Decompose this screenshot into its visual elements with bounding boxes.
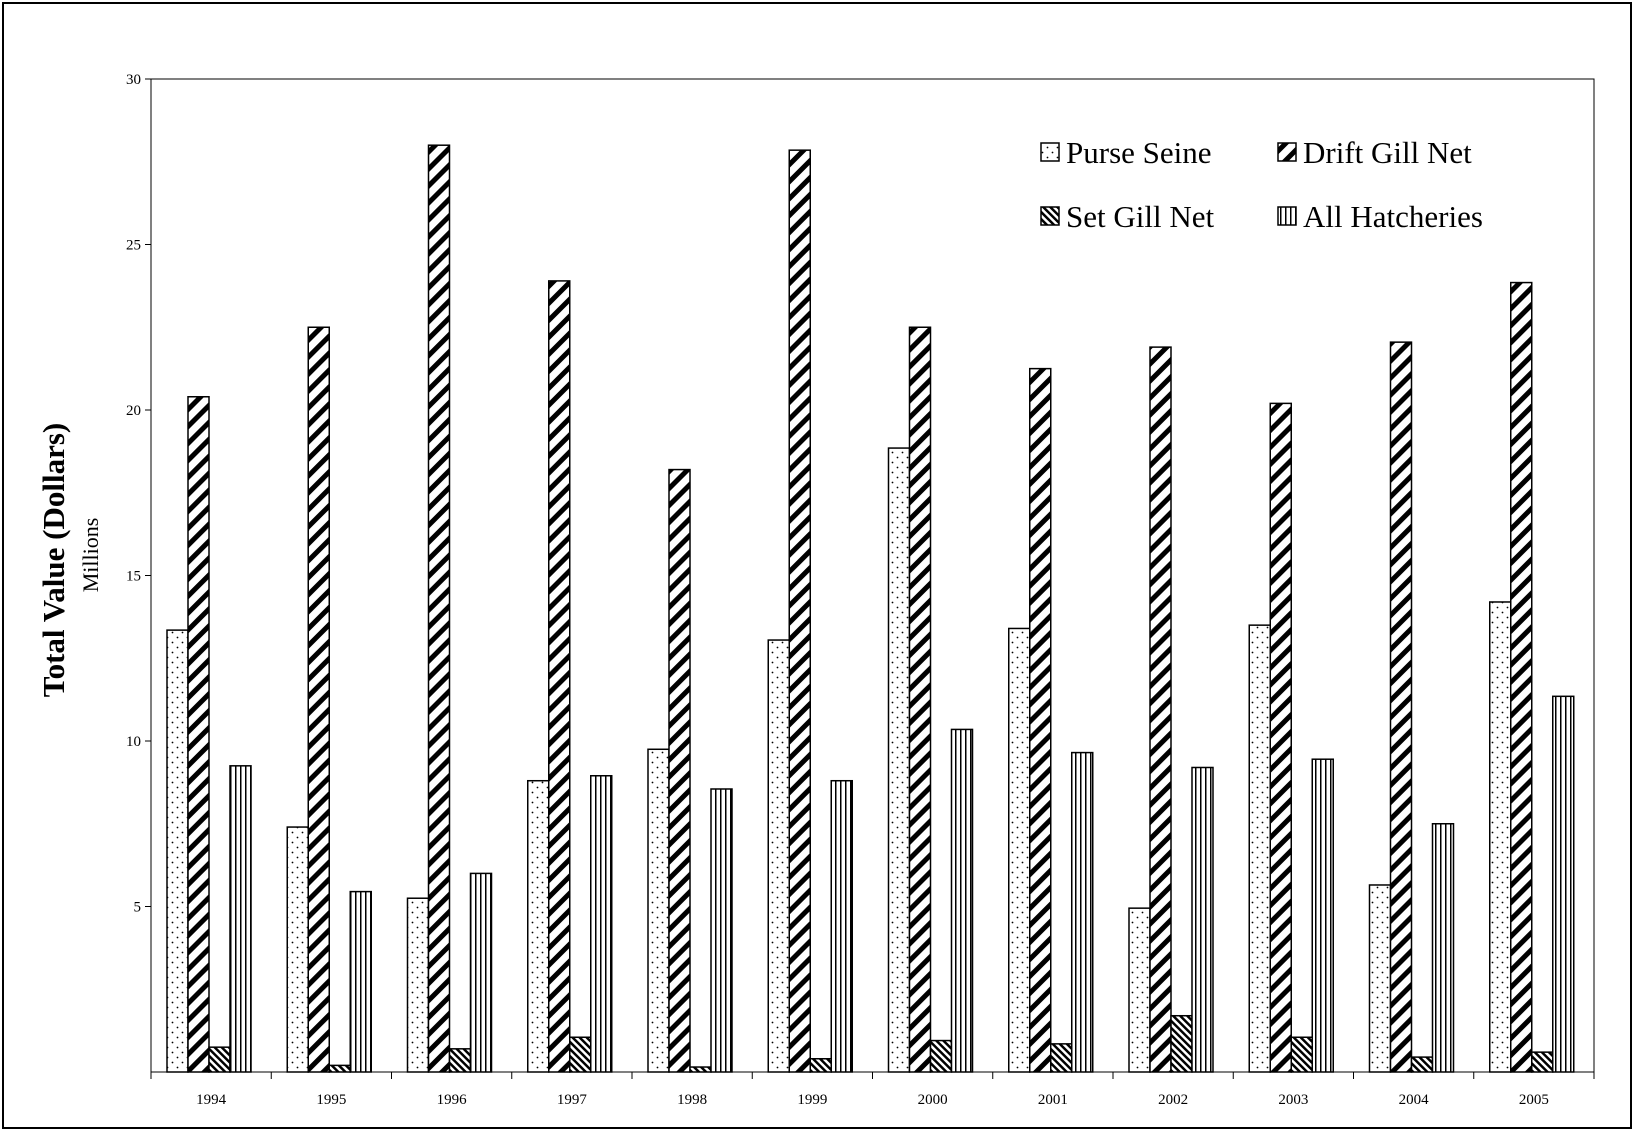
bar-purse-seine-2005: [1489, 601, 1512, 1073]
x-tick-label: 1996: [437, 1092, 468, 1108]
x-tick-label: 2001: [1038, 1092, 1068, 1108]
bar-purse-seine-2003: [1248, 624, 1271, 1073]
bar-set-gill-net-1997: [569, 1036, 592, 1073]
bar-drift-gill-net-1994: [187, 396, 210, 1073]
bar-drift-gill-net-1997: [548, 280, 571, 1073]
legend-swatch-purse-seine: [1040, 142, 1060, 162]
y-axis-unit: Millions: [78, 518, 103, 593]
y-tick-label: 20: [126, 403, 141, 419]
x-axis-ticks: 1994 1995 1996 1997 1998 1999 2000 2001 2002 2003…: [150, 1072, 1595, 1108]
bar-all-hatcheries-2001: [1071, 751, 1094, 1073]
x-tick-label: 1997: [557, 1092, 588, 1108]
bar-purse-seine-2000: [887, 447, 911, 1073]
bar-all-hatcheries-1997: [590, 775, 613, 1073]
bar-all-hatcheries-2004: [1431, 823, 1455, 1073]
bar-drift-gill-net-1995: [307, 326, 330, 1073]
legend-label-set-gill-net: Set Gill Net: [1066, 199, 1214, 234]
bar-set-gill-net-1998: [689, 1066, 712, 1073]
bar-purse-seine-2004: [1368, 884, 1392, 1073]
bar-drift-gill-net-1999: [788, 149, 811, 1073]
bar-purse-seine-1999: [767, 639, 790, 1073]
legend-label-drift-gill-net: Drift Gill Net: [1303, 135, 1472, 170]
y-axis-title: Total Value (Dollars): [36, 423, 71, 697]
bar-drift-gill-net-2004: [1389, 341, 1413, 1073]
bar-all-hatcheries-2005: [1552, 695, 1575, 1073]
y-tick-label: 30: [126, 72, 141, 88]
bar-drift-gill-net-1996: [427, 144, 451, 1073]
bar-set-gill-net-2005: [1531, 1051, 1554, 1073]
bar-drift-gill-net-2003: [1269, 402, 1292, 1073]
legend: Purse Seine Drift Gill Net Set Gill Net All…: [1040, 135, 1483, 234]
x-tick-label: 2000: [918, 1092, 948, 1108]
bars-group: [166, 144, 1575, 1073]
bar-set-gill-net-1996: [448, 1048, 472, 1073]
bar-all-hatcheries-2000: [950, 728, 974, 1073]
bar-purse-seine-1995: [286, 826, 309, 1073]
x-tick-label: 2004: [1399, 1092, 1430, 1108]
bar-drift-gill-net-2002: [1149, 346, 1172, 1073]
legend-label-purse-seine: Purse Seine: [1066, 135, 1212, 170]
x-tick-label: 1998: [677, 1092, 707, 1108]
y-tick-label: 25: [126, 238, 141, 254]
bar-all-hatcheries-1999: [830, 779, 853, 1073]
bar-set-gill-net-1995: [328, 1064, 351, 1073]
y-tick-label: 10: [126, 734, 141, 750]
bar-purse-seine-1997: [527, 779, 550, 1073]
x-tick-label: 2003: [1278, 1092, 1308, 1108]
bar-all-hatcheries-1998: [710, 788, 733, 1073]
legend-swatch-all-hatcheries: [1277, 206, 1297, 226]
y-tick-label: 15: [126, 569, 141, 585]
bar-set-gill-net-1999: [809, 1058, 832, 1073]
bar-set-gill-net-2004: [1410, 1056, 1434, 1073]
y-tick-label: 5: [134, 900, 142, 916]
bar-all-hatcheries-1995: [349, 890, 372, 1073]
x-tick-label: 1999: [797, 1092, 827, 1108]
legend-swatch-drift-gill-net: [1277, 142, 1297, 162]
bar-set-gill-net-2000: [929, 1039, 953, 1073]
x-tick-label: 1995: [316, 1092, 346, 1108]
bar-drift-gill-net-2000: [908, 326, 932, 1073]
bar-drift-gill-net-1998: [668, 468, 691, 1073]
legend-swatch-set-gill-net: [1040, 206, 1060, 226]
bar-drift-gill-net-2001: [1029, 367, 1052, 1073]
bar-all-hatcheries-1994: [229, 765, 252, 1073]
bar-all-hatcheries-1996: [469, 872, 493, 1073]
bar-set-gill-net-2002: [1170, 1014, 1193, 1073]
y-axis-ticks: 5 10 15 20 25 30: [126, 72, 151, 916]
bar-drift-gill-net-2005: [1510, 281, 1533, 1073]
bar-purse-seine-2001: [1008, 627, 1031, 1073]
bar-all-hatcheries-2002: [1191, 766, 1214, 1073]
bar-set-gill-net-1994: [208, 1046, 231, 1073]
bar-purse-seine-1994: [166, 629, 189, 1073]
x-tick-label: 1994: [196, 1092, 227, 1108]
bar-set-gill-net-2001: [1050, 1043, 1073, 1073]
bar-all-hatcheries-2003: [1311, 758, 1334, 1073]
bar-purse-seine-1996: [406, 897, 430, 1073]
x-tick-label: 2005: [1519, 1092, 1549, 1108]
bar-purse-seine-1998: [647, 748, 670, 1073]
bar-set-gill-net-2003: [1290, 1036, 1313, 1073]
x-tick-label: 2002: [1158, 1092, 1188, 1108]
legend-label-all-hatcheries: All Hatcheries: [1303, 199, 1483, 234]
bar-purse-seine-2002: [1128, 907, 1151, 1073]
